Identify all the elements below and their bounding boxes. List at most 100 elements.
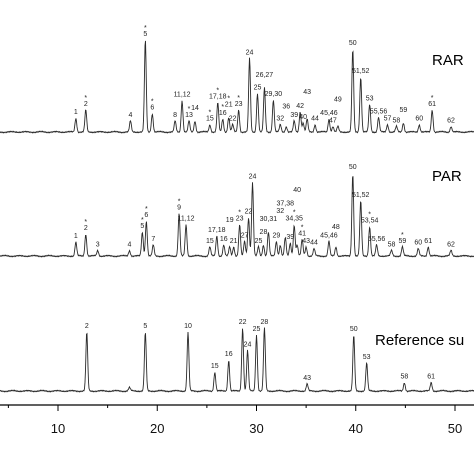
peak-label: 59 — [398, 238, 406, 245]
peak-label: 15 — [206, 116, 214, 123]
peak-star-marker: * — [301, 224, 304, 231]
peak-label: 4 — [128, 241, 132, 248]
peak-label: 10 — [184, 323, 192, 330]
peak-label: 43 — [302, 238, 310, 245]
peak-label: 36 — [282, 103, 290, 110]
peak-label: 45,46 — [320, 110, 338, 117]
peak-star-marker: * — [145, 206, 148, 213]
peak-label: 62 — [447, 117, 455, 124]
peak-label: 29 — [272, 232, 280, 239]
peak-label: 4 — [128, 112, 132, 119]
peak-label: 51,52 — [352, 192, 370, 199]
peak-label: 29,30 — [265, 91, 283, 98]
peak-label: 43 — [303, 375, 311, 382]
peak-label: 24 — [246, 49, 254, 56]
peak-label: 57 — [384, 116, 392, 123]
peak-label: 28 — [261, 319, 269, 326]
peak-label: 1 — [74, 109, 78, 116]
peak-label: 58 — [400, 374, 408, 381]
chromatogram-traces — [0, 40, 474, 393]
peak-label: 50 — [350, 326, 358, 333]
peak-label: 40 — [293, 187, 301, 194]
peak-label: 28 — [260, 229, 268, 236]
peak-label: 62 — [447, 241, 455, 248]
series-name: PAR — [432, 168, 462, 185]
peak-star-marker: * — [141, 217, 144, 224]
peak-label: 15 — [211, 363, 219, 370]
peak-star-marker: * — [84, 219, 87, 226]
peak-label: 22 — [229, 116, 237, 123]
peak-star-marker: * — [188, 106, 191, 113]
peak-label: 2 — [84, 225, 88, 232]
peak-label: 44 — [311, 116, 319, 123]
peak-label: 32 — [276, 116, 284, 123]
peak-label: 16 — [225, 351, 233, 358]
peak-star-marker: * — [293, 210, 296, 217]
peak-label: 23 — [236, 216, 244, 223]
peak-star-marker: * — [431, 95, 434, 102]
peak-label: 21 — [230, 238, 238, 245]
peak-star-marker: * — [151, 99, 154, 106]
peak-label: 19 — [226, 217, 234, 224]
peak-label: 23 — [235, 101, 243, 108]
peak-label: 45,46 — [320, 232, 338, 239]
peak-star-marker: * — [401, 232, 404, 239]
peak-label: 22 — [239, 319, 247, 326]
peak-star-marker: * — [208, 110, 211, 117]
x-tick-label: 10 — [51, 421, 65, 436]
trace-1 — [0, 176, 474, 258]
x-tick-label: 50 — [448, 421, 462, 436]
peak-label: 15 — [206, 238, 214, 245]
peak-label: 5 — [143, 323, 147, 330]
x-tick-label: 40 — [349, 421, 363, 436]
peak-label: 42 — [296, 103, 304, 110]
trace-0 — [0, 40, 474, 134]
peak-label: 13 — [185, 112, 193, 119]
peak-label: 49 — [334, 96, 342, 103]
peak-label: 6 — [144, 212, 148, 219]
peak-label: 50 — [349, 40, 357, 47]
peak-label: 39 — [290, 112, 298, 119]
peak-label: 58 — [393, 117, 401, 124]
peak-star-marker: * — [238, 210, 241, 217]
peak-star-marker: * — [221, 104, 224, 111]
trace-2 — [0, 327, 474, 393]
peak-label: 32 — [276, 208, 284, 215]
peak-label: 1 — [74, 233, 78, 240]
x-tick-label: 20 — [150, 421, 164, 436]
peak-label: 21 — [225, 101, 233, 108]
peak-star-marker: * — [84, 95, 87, 102]
peak-label: 50 — [349, 164, 357, 171]
peak-label: 47 — [329, 117, 337, 124]
peak-label: 16 — [219, 110, 227, 117]
peak-label: 25 — [254, 84, 262, 91]
peak-label: 27 — [241, 232, 249, 239]
peak-label: 3 — [96, 241, 100, 248]
peak-label: 37,38 — [277, 201, 295, 208]
peak-label: 59 — [399, 107, 407, 114]
peak-label: 61 — [427, 374, 435, 381]
series-name: Reference su — [375, 332, 464, 349]
peak-label: 11,12 — [178, 216, 195, 223]
peak-star-marker: * — [144, 25, 147, 32]
peak-label: 8 — [173, 112, 177, 119]
peak-star-marker: * — [216, 88, 219, 95]
peak-label: 5 — [143, 31, 147, 38]
peak-label: 9 — [177, 205, 181, 212]
peak-label: 60 — [414, 240, 422, 247]
x-tick-label: 30 — [249, 421, 263, 436]
peak-label: 7 — [151, 236, 155, 243]
peak-label: 14 — [191, 105, 199, 112]
peak-label: 55,56 — [370, 108, 388, 115]
peak-label: 41 — [298, 230, 306, 237]
peak-label: 11,12 — [174, 92, 191, 99]
peak-label: 60 — [415, 116, 423, 123]
peak-label: 25 — [253, 326, 261, 333]
peak-label: 22 — [245, 208, 253, 215]
series-names: RAR PAR Reference su — [375, 52, 464, 349]
x-axis-ticks: 10 20 30 40 50 — [7, 405, 462, 436]
peak-label: 2 — [84, 101, 88, 108]
peak-label: 34,35 — [285, 216, 303, 223]
